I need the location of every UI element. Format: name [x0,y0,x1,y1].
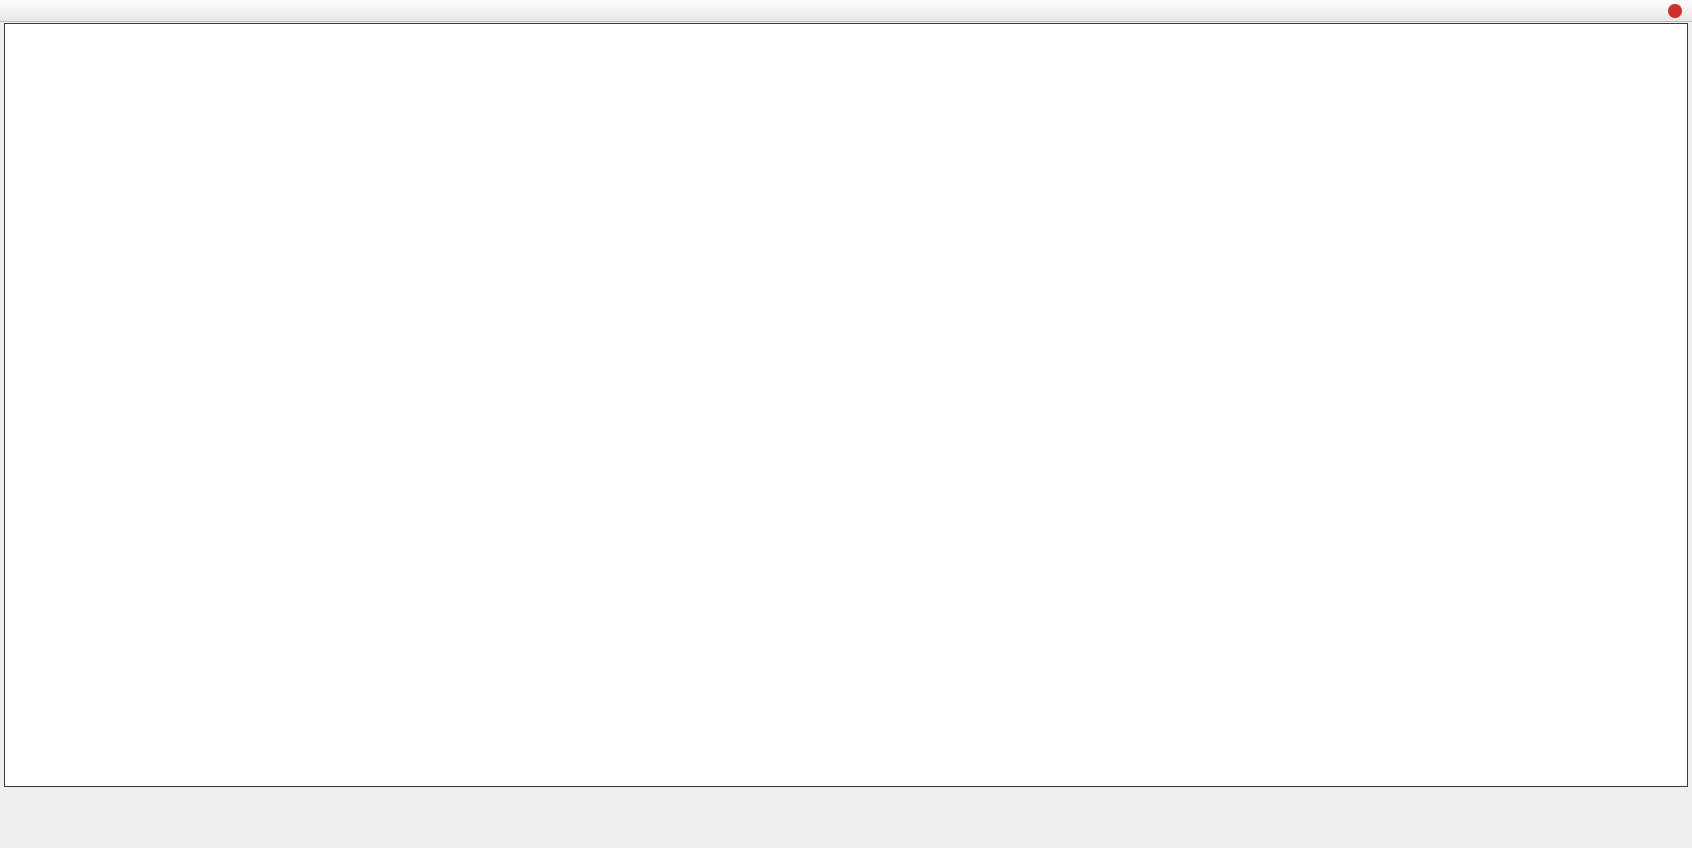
toolbar-right [1632,0,1688,21]
search-button[interactable] [1632,0,1660,21]
toolbar [0,0,1692,22]
chart-window [4,23,1688,787]
notification-badge[interactable] [1668,3,1682,18]
chart-canvas[interactable] [5,24,1685,784]
